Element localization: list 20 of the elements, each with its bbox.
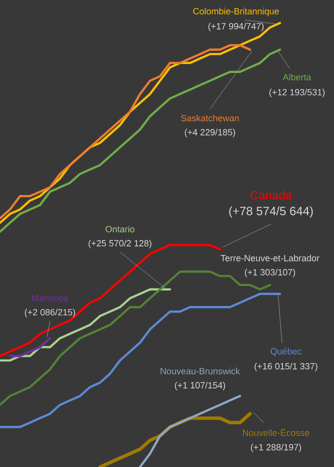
series-label: Colombie-Britannique <box>193 8 279 16</box>
annotation: (+25 570/2 128) <box>88 240 152 248</box>
text: Ontario <box>106 226 134 232</box>
annotation: (+1 107/154) <box>174 382 226 390</box>
text: Alberta <box>282 74 312 80</box>
annotation: (+78 574/5 644) <box>229 206 313 218</box>
text: Canada <box>250 190 292 200</box>
series-label: Nouvelle-Écosse <box>242 428 310 436</box>
annotation: (+17 994/747) <box>208 22 264 32</box>
annotation: Terre-Neuve-et-Labrador <box>220 254 320 262</box>
annotation: (+12 193/531) <box>269 88 325 98</box>
text: Nouveau-Brunswick <box>160 368 240 374</box>
text: Saskatchewan <box>181 114 239 122</box>
annotation: (+1 303/107) <box>244 268 296 278</box>
annotation: (+2 086/215) <box>24 308 76 318</box>
text: Québec <box>270 348 302 356</box>
annotation: (+1 288/197) <box>250 444 302 452</box>
annotation: (+16 015/1 337) <box>254 362 318 372</box>
annotation: (+4 229/185) <box>184 128 236 138</box>
text: Manitoba <box>32 294 69 302</box>
